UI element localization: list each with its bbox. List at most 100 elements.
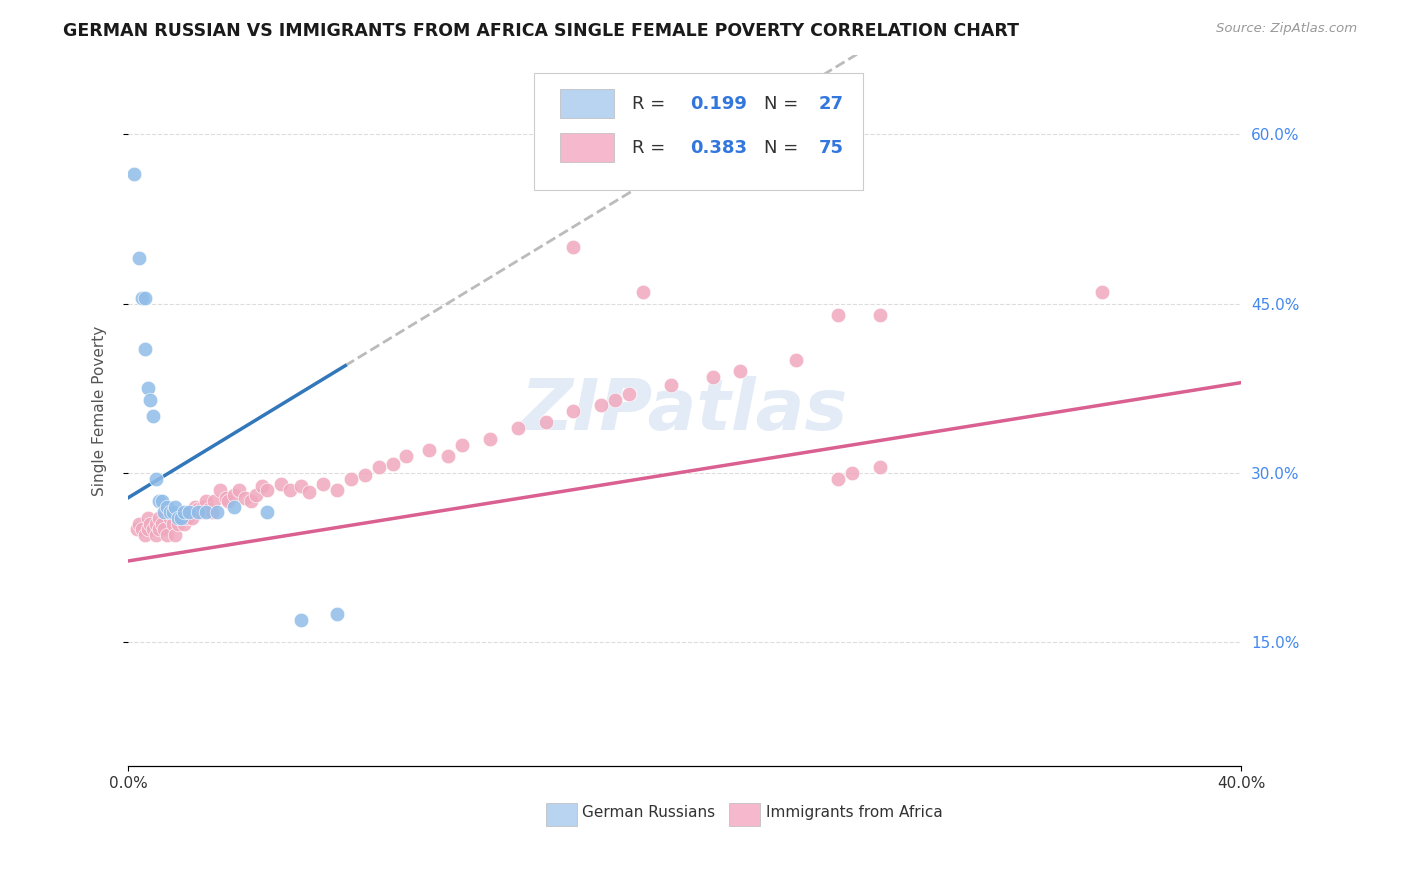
Point xyxy=(506,421,529,435)
Point xyxy=(631,285,654,300)
Text: 75: 75 xyxy=(818,138,844,157)
Point xyxy=(170,511,193,525)
Text: N =: N = xyxy=(763,138,804,157)
Point xyxy=(148,522,170,536)
FancyBboxPatch shape xyxy=(560,134,613,161)
Point xyxy=(195,494,218,508)
Point xyxy=(131,291,153,305)
Point xyxy=(145,528,167,542)
Point xyxy=(233,491,256,505)
Point xyxy=(198,502,221,516)
Point xyxy=(312,477,335,491)
Point xyxy=(326,483,349,497)
Point xyxy=(176,511,198,525)
Point xyxy=(150,516,173,531)
Point xyxy=(148,494,170,508)
Point xyxy=(190,505,212,519)
Point xyxy=(270,477,292,491)
Point xyxy=(142,409,165,424)
Point xyxy=(205,505,228,519)
Point xyxy=(165,528,187,542)
Point xyxy=(195,505,218,519)
Point xyxy=(437,449,460,463)
Point xyxy=(228,483,250,497)
Point xyxy=(142,522,165,536)
Point xyxy=(659,377,682,392)
Point xyxy=(562,240,585,254)
Point xyxy=(139,392,162,407)
Text: Source: ZipAtlas.com: Source: ZipAtlas.com xyxy=(1216,22,1357,36)
Text: R =: R = xyxy=(633,95,672,112)
Point xyxy=(136,511,159,525)
Point xyxy=(605,392,627,407)
Text: Immigrants from Africa: Immigrants from Africa xyxy=(766,805,943,821)
Point xyxy=(617,387,640,401)
Point xyxy=(145,471,167,485)
Point xyxy=(222,500,245,514)
Point xyxy=(562,404,585,418)
Point xyxy=(239,494,262,508)
Point xyxy=(702,370,724,384)
Point xyxy=(167,516,190,531)
Point xyxy=(245,488,267,502)
FancyBboxPatch shape xyxy=(546,803,576,825)
Point xyxy=(367,460,389,475)
Point xyxy=(148,511,170,525)
Point xyxy=(156,528,179,542)
Point xyxy=(187,502,209,516)
Point xyxy=(1091,285,1114,300)
Point xyxy=(395,449,418,463)
Point xyxy=(162,516,184,531)
Point xyxy=(173,516,195,531)
Point xyxy=(159,505,181,519)
Point xyxy=(256,505,278,519)
Text: ZIPatlas: ZIPatlas xyxy=(522,376,848,445)
Point xyxy=(278,483,301,497)
Text: 27: 27 xyxy=(818,95,844,112)
Y-axis label: Single Female Poverty: Single Female Poverty xyxy=(93,326,107,496)
Point xyxy=(153,522,176,536)
Point xyxy=(326,607,349,621)
FancyBboxPatch shape xyxy=(534,73,863,190)
Point xyxy=(451,438,474,452)
Point xyxy=(418,443,440,458)
Point xyxy=(340,471,363,485)
Point xyxy=(159,511,181,525)
Point xyxy=(290,613,312,627)
Point xyxy=(187,505,209,519)
Text: German Russians: German Russians xyxy=(582,805,716,821)
Point xyxy=(353,468,375,483)
Point xyxy=(591,398,613,412)
Point xyxy=(290,479,312,493)
Point xyxy=(217,494,239,508)
Point xyxy=(134,291,156,305)
Point xyxy=(214,491,236,505)
Point xyxy=(250,479,273,493)
Point xyxy=(841,466,863,480)
Point xyxy=(193,500,215,514)
Point xyxy=(222,488,245,502)
Point xyxy=(136,522,159,536)
FancyBboxPatch shape xyxy=(730,803,761,825)
Text: N =: N = xyxy=(763,95,804,112)
Point xyxy=(156,500,179,514)
Point xyxy=(208,483,231,497)
Point xyxy=(150,494,173,508)
Point xyxy=(201,505,224,519)
Point xyxy=(785,353,807,368)
Point xyxy=(145,516,167,531)
Point xyxy=(122,167,145,181)
Point xyxy=(125,522,148,536)
Point xyxy=(181,511,204,525)
Point xyxy=(204,494,226,508)
Point xyxy=(153,505,176,519)
Point xyxy=(167,511,190,525)
Point xyxy=(165,500,187,514)
Text: 0.383: 0.383 xyxy=(690,138,748,157)
Point xyxy=(179,505,201,519)
Point xyxy=(534,415,557,429)
Point xyxy=(134,528,156,542)
Point xyxy=(134,342,156,356)
Point xyxy=(256,483,278,497)
Point xyxy=(184,500,207,514)
